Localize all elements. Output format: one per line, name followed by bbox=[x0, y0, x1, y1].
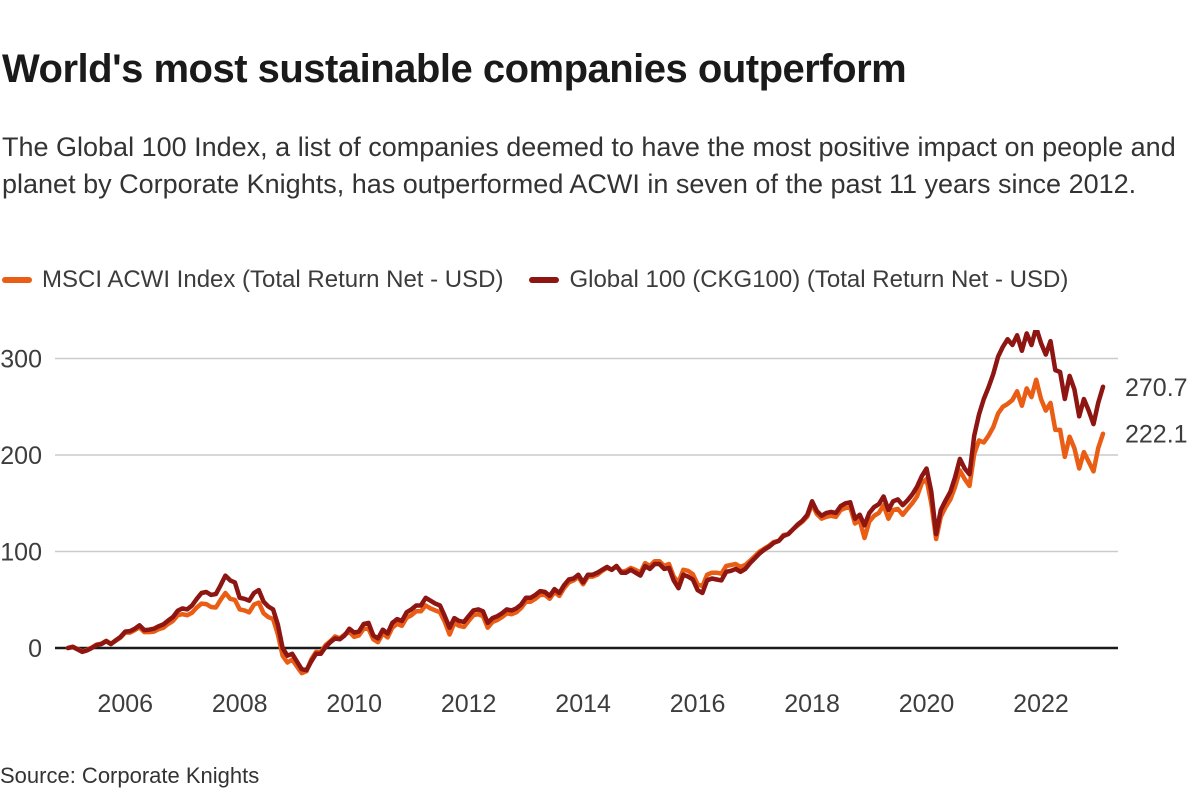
chart-canvas: 0 100 200 300 2006 2008 2010 2012 2014 2016 2018 20… bbox=[0, 325, 1188, 718]
x-tick-label-2012: 2012 bbox=[441, 690, 497, 718]
legend-item-global100: Global 100 (CKG100) (Total Return Net - … bbox=[529, 266, 1068, 294]
end-value-label-global100: 270.7 bbox=[1125, 374, 1188, 402]
series-line-acwi bbox=[65, 377, 1106, 676]
source-attribution: Source: Corporate Knights bbox=[0, 763, 260, 788]
x-tick-label-2018: 2018 bbox=[784, 690, 840, 718]
x-tick-label-2006: 2006 bbox=[97, 690, 153, 718]
page-title: World's most sustainable companies outpe… bbox=[2, 46, 907, 91]
x-tick-label-2014: 2014 bbox=[555, 690, 611, 718]
x-tick-label-2020: 2020 bbox=[899, 690, 955, 718]
legend-swatch-global100 bbox=[529, 277, 560, 283]
series-line-global100 bbox=[65, 325, 1106, 673]
y-tick-label-0: 0 bbox=[28, 635, 42, 663]
legend-swatch-acwi bbox=[2, 277, 32, 283]
end-value-label-acwi: 222.1 bbox=[1125, 421, 1188, 449]
x-tick-label-2010: 2010 bbox=[326, 690, 382, 718]
legend-item-acwi: MSCI ACWI Index (Total Return Net - USD) bbox=[2, 266, 503, 294]
chart-legend: MSCI ACWI Index (Total Return Net - USD)… bbox=[2, 266, 1192, 294]
legend-label-acwi: MSCI ACWI Index (Total Return Net - USD) bbox=[42, 266, 504, 293]
x-tick-label-2022: 2022 bbox=[1013, 690, 1069, 718]
chart-subtitle: The Global 100 Index, a list of companie… bbox=[2, 132, 1176, 200]
y-tick-label-100: 100 bbox=[0, 539, 42, 567]
y-tick-label-200: 200 bbox=[0, 442, 42, 470]
x-tick-label-2016: 2016 bbox=[670, 690, 726, 718]
legend-label-global100: Global 100 (CKG100) (Total Return Net - … bbox=[569, 266, 1069, 293]
line-chart: 0 100 200 300 2006 2008 2010 2012 2014 2016 2018 20… bbox=[0, 325, 1200, 750]
x-tick-label-2008: 2008 bbox=[212, 690, 268, 718]
y-tick-label-300: 300 bbox=[0, 346, 42, 374]
